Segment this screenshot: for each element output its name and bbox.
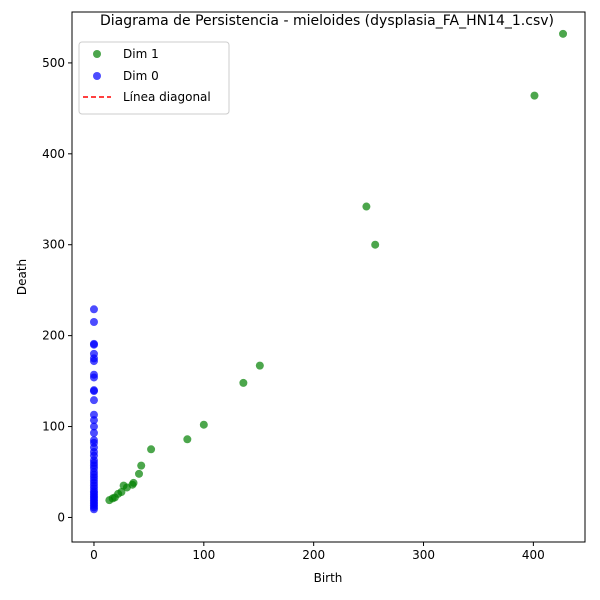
- plot-marks: [89, 29, 568, 514]
- dim1-point-10: [135, 469, 144, 478]
- dim0-point-10: [89, 387, 98, 396]
- plot-frame: [71, 11, 586, 543]
- x-axis-label: Birth: [314, 571, 343, 585]
- legend: Dim 1 Dim 0 Línea diagonal: [78, 41, 230, 115]
- dim1-point-9: [137, 461, 146, 470]
- y-tick-label-0: 0: [57, 510, 65, 524]
- dim0-point-3: [89, 340, 98, 349]
- dim0-point-6: [89, 357, 98, 366]
- dim0-point-14: [89, 422, 98, 431]
- dim0-point-0: [89, 305, 98, 314]
- dim1-point-0: [559, 29, 568, 38]
- dim1-point-6: [199, 420, 208, 429]
- dim1-point-3: [371, 240, 380, 249]
- y-tick-label-100: 100: [42, 420, 65, 434]
- legend-dim0-marker: [93, 72, 101, 80]
- y-tick-label-500: 500: [42, 56, 65, 70]
- y-tick-label-400: 400: [42, 147, 65, 161]
- dim1-point-1: [530, 91, 539, 100]
- dim1-point-14: [122, 483, 131, 492]
- legend-dim1-label: Dim 1: [123, 47, 159, 61]
- legend-dim1-marker: [93, 50, 101, 58]
- legend-diagonal-label: Línea diagonal: [123, 90, 211, 104]
- legend-dim0-label: Dim 0: [123, 69, 159, 83]
- x-tick-label-100: 100: [192, 548, 215, 562]
- dim1-point-2: [362, 202, 371, 211]
- x-tick-label-0: 0: [90, 548, 98, 562]
- dim1-point-4: [255, 361, 264, 370]
- y-tick-label-200: 200: [42, 329, 65, 343]
- dim0-point-1: [89, 318, 98, 326]
- y-tick-label-300: 300: [42, 238, 65, 252]
- dim1-point-5: [239, 378, 248, 387]
- dim0-point-8: [89, 373, 98, 382]
- legend-box: [78, 41, 230, 115]
- dim1-point-7: [183, 435, 192, 444]
- dim1-point-19: [105, 496, 114, 505]
- x-tick-label-400: 400: [522, 548, 545, 562]
- chart-title: Diagrama de Persistencia - mieloides (dy…: [100, 13, 554, 29]
- x-tick-label-200: 200: [302, 548, 325, 562]
- dim0-point-13: [89, 416, 98, 425]
- x-tick-label-300: 300: [412, 548, 435, 562]
- dim0-point-15: [89, 428, 98, 437]
- y-axis-label: Death: [15, 259, 29, 295]
- dim0-point-11: [89, 396, 98, 405]
- dim1-point-8: [147, 445, 156, 454]
- y-axis-ticks: 0 100 200 300 400 500: [42, 56, 72, 524]
- x-axis-ticks: 0 100 200 300 400: [90, 542, 545, 562]
- dim0-point-42: [89, 505, 98, 514]
